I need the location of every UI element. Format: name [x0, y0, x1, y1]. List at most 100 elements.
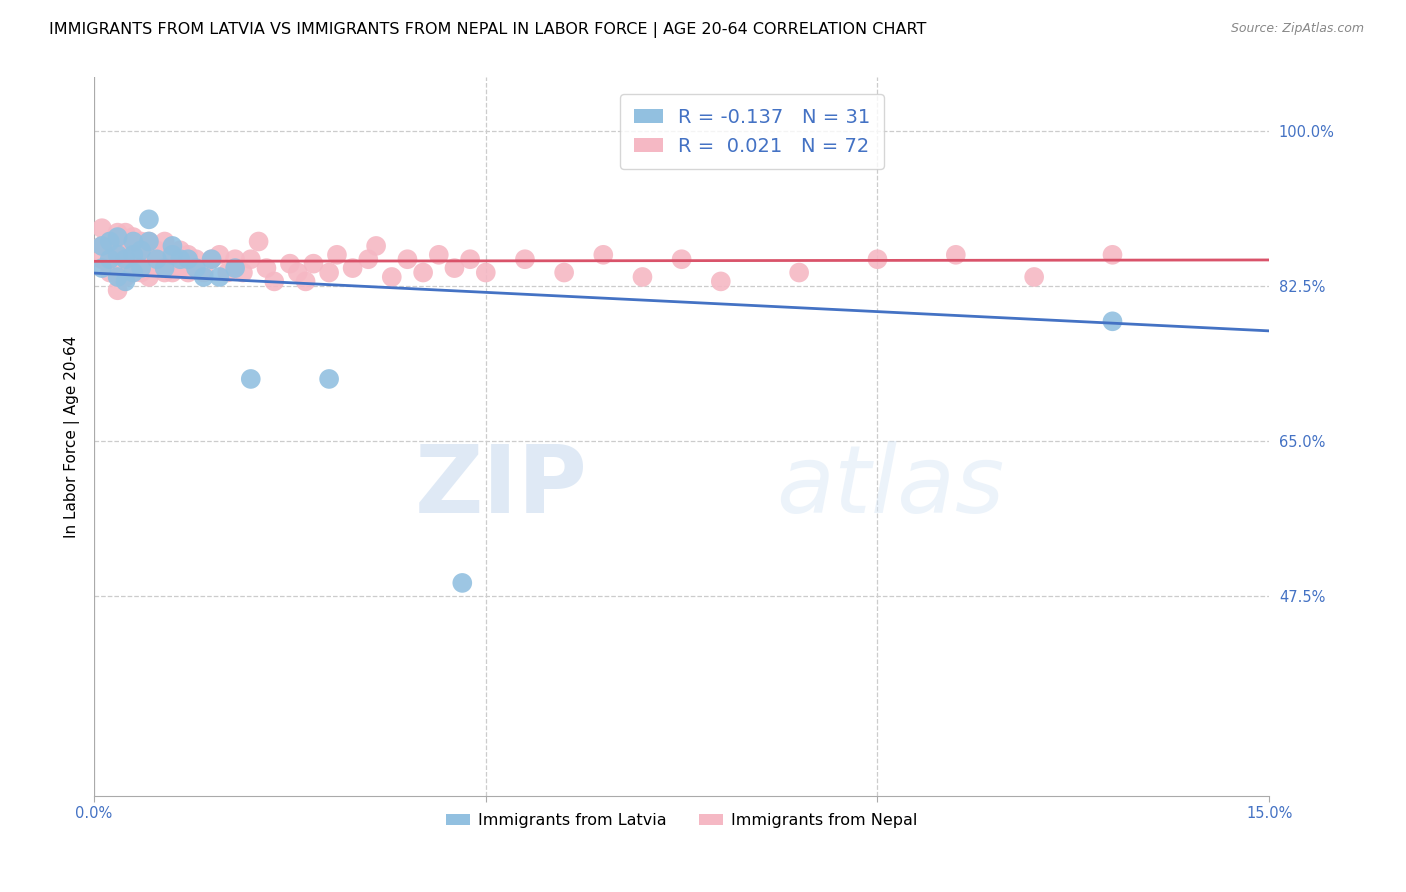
Point: [256, 261, 278, 276]
Point: [451, 575, 474, 590]
Point: [278, 257, 301, 271]
Point: [107, 248, 129, 262]
Point: [184, 261, 207, 276]
Point: [184, 252, 207, 267]
Point: [129, 235, 152, 249]
Point: [138, 235, 160, 249]
Point: [357, 252, 380, 267]
Point: [443, 261, 465, 276]
Point: [381, 270, 404, 285]
Point: [90, 239, 112, 253]
Point: [294, 274, 316, 288]
Point: [513, 252, 536, 267]
Point: [177, 252, 200, 267]
Point: [107, 244, 129, 258]
Point: [201, 252, 224, 267]
Point: [122, 266, 145, 280]
Point: [145, 252, 167, 267]
Point: [162, 266, 184, 280]
Point: [129, 261, 152, 276]
Point: [145, 244, 167, 258]
Point: [671, 252, 693, 267]
Point: [239, 372, 262, 386]
Point: [247, 235, 270, 249]
Point: [169, 261, 191, 276]
Text: ZIP: ZIP: [415, 441, 588, 533]
Point: [98, 266, 121, 280]
Point: [263, 274, 285, 288]
Point: [162, 248, 184, 262]
Point: [592, 248, 614, 262]
Point: [239, 252, 262, 267]
Point: [631, 270, 654, 285]
Point: [129, 248, 152, 262]
Point: [122, 266, 145, 280]
Point: [177, 266, 200, 280]
Point: [224, 252, 246, 267]
Point: [107, 270, 129, 285]
Point: [138, 252, 160, 267]
Point: [129, 244, 152, 258]
Point: [122, 248, 145, 262]
Point: [201, 252, 224, 267]
Point: [138, 235, 160, 249]
Point: [114, 274, 136, 288]
Point: [318, 266, 340, 280]
Point: [107, 230, 129, 244]
Point: [302, 257, 325, 271]
Y-axis label: In Labor Force | Age 20-64: In Labor Force | Age 20-64: [65, 335, 80, 538]
Point: [169, 244, 191, 258]
Point: [1101, 248, 1123, 262]
Point: [396, 252, 419, 267]
Point: [326, 248, 349, 262]
Point: [153, 266, 176, 280]
Point: [153, 248, 176, 262]
Point: [107, 261, 129, 276]
Point: [114, 252, 136, 267]
Point: [458, 252, 481, 267]
Point: [553, 266, 575, 280]
Point: [122, 235, 145, 249]
Point: [177, 248, 200, 262]
Point: [90, 252, 112, 267]
Point: [153, 235, 176, 249]
Point: [287, 266, 309, 280]
Point: [945, 248, 967, 262]
Point: [224, 261, 246, 276]
Point: [90, 239, 112, 253]
Point: [138, 270, 160, 285]
Point: [107, 283, 129, 297]
Text: IMMIGRANTS FROM LATVIA VS IMMIGRANTS FROM NEPAL IN LABOR FORCE | AGE 20-64 CORRE: IMMIGRANTS FROM LATVIA VS IMMIGRANTS FRO…: [49, 22, 927, 38]
Point: [98, 252, 121, 267]
Point: [98, 235, 121, 249]
Point: [129, 266, 152, 280]
Point: [162, 239, 184, 253]
Point: [318, 372, 340, 386]
Point: [138, 212, 160, 227]
Point: [114, 252, 136, 267]
Text: Source: ZipAtlas.com: Source: ZipAtlas.com: [1230, 22, 1364, 36]
Point: [1101, 314, 1123, 328]
Point: [475, 266, 498, 280]
Point: [710, 274, 733, 288]
Point: [98, 235, 121, 249]
Text: atlas: atlas: [776, 442, 1004, 533]
Point: [866, 252, 889, 267]
Point: [366, 239, 388, 253]
Point: [114, 239, 136, 253]
Point: [107, 226, 129, 240]
Point: [193, 266, 215, 280]
Point: [98, 248, 121, 262]
Point: [169, 252, 191, 267]
Point: [1024, 270, 1046, 285]
Point: [342, 261, 364, 276]
Point: [208, 248, 231, 262]
Point: [153, 261, 176, 276]
Point: [114, 226, 136, 240]
Point: [217, 266, 239, 280]
Point: [162, 248, 184, 262]
Point: [122, 230, 145, 244]
Point: [208, 270, 231, 285]
Legend: Immigrants from Latvia, Immigrants from Nepal: Immigrants from Latvia, Immigrants from …: [440, 806, 924, 834]
Point: [427, 248, 450, 262]
